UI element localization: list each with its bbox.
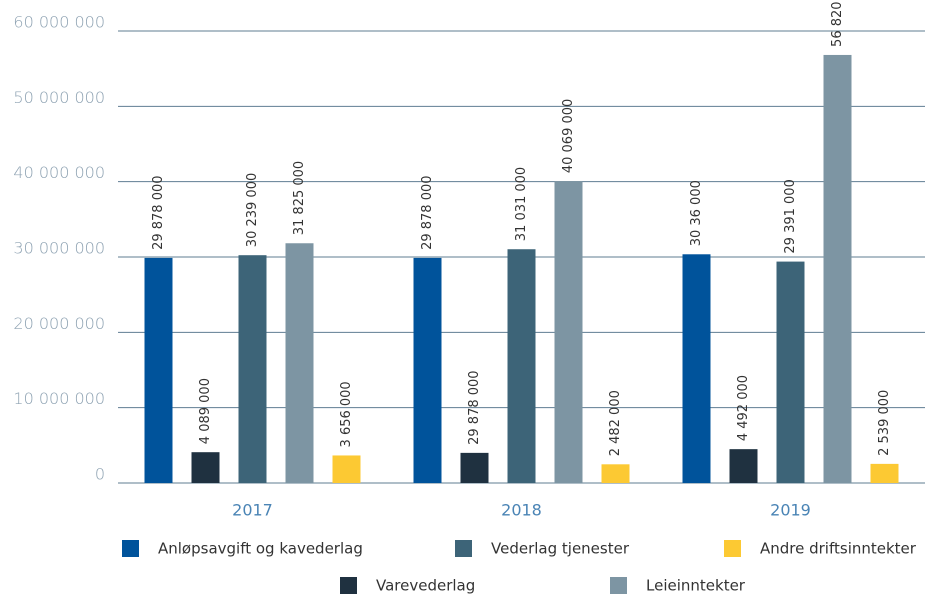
- legend-label: Andre driftsinntekter: [760, 540, 917, 558]
- x-tick-label: 2018: [501, 501, 542, 520]
- value-label: 40 069 000: [561, 99, 576, 173]
- value-label: 2 539 000: [877, 390, 892, 456]
- legend-label: Anløpsavgift og kavederlag: [158, 540, 363, 558]
- bar: [729, 449, 758, 483]
- legend-label: Varevederlag: [376, 577, 475, 595]
- y-tick-label: 50 000 000: [13, 88, 105, 107]
- value-label: 30 36 000: [689, 180, 704, 246]
- bar: [238, 255, 267, 483]
- y-tick-label: 40 000 000: [13, 163, 105, 182]
- value-label: 4 492 000: [736, 375, 751, 441]
- y-tick-label: 10 000 000: [13, 389, 105, 408]
- bar: [460, 452, 489, 483]
- value-label: 29 878 000: [467, 370, 482, 444]
- value-label: 29 878 000: [420, 175, 435, 249]
- value-label: 3 656 000: [339, 381, 354, 447]
- legend-swatch: [610, 577, 627, 594]
- value-label: 29 878 000: [151, 175, 166, 249]
- bar: [823, 54, 852, 484]
- bar: [776, 261, 805, 483]
- bar: [144, 257, 173, 483]
- y-tick-label: 0: [95, 465, 105, 484]
- legend-label: Vederlag tjenester: [491, 540, 630, 558]
- bar: [285, 243, 314, 483]
- legend-label: Leieinntekter: [646, 577, 746, 595]
- y-tick-label: 30 000 000: [13, 239, 105, 258]
- value-label: 2 482 000: [608, 390, 623, 456]
- legend-swatch: [455, 540, 472, 557]
- bar: [601, 464, 630, 483]
- bar: [332, 455, 361, 483]
- value-label: 31 825 000: [292, 161, 307, 235]
- x-tick-label: 2019: [770, 501, 811, 520]
- value-label: 31 031 000: [514, 167, 529, 241]
- value-label: 4 089 000: [198, 378, 213, 444]
- bar: [870, 463, 899, 483]
- bar: [554, 181, 583, 484]
- x-tick-label: 2017: [232, 501, 273, 520]
- legend-swatch: [724, 540, 741, 557]
- y-tick-label: 60 000 000: [13, 13, 105, 32]
- bar: [507, 249, 536, 483]
- legend-swatch: [122, 540, 139, 557]
- value-label: 56 820 000: [830, 0, 845, 47]
- bar: [682, 254, 711, 483]
- bar: [413, 257, 442, 483]
- y-tick-label: 20 000 000: [13, 314, 105, 333]
- value-label: 30 239 000: [245, 173, 260, 247]
- legend-swatch: [340, 577, 357, 594]
- bar: [191, 452, 220, 483]
- value-label: 29 391 000: [783, 179, 798, 253]
